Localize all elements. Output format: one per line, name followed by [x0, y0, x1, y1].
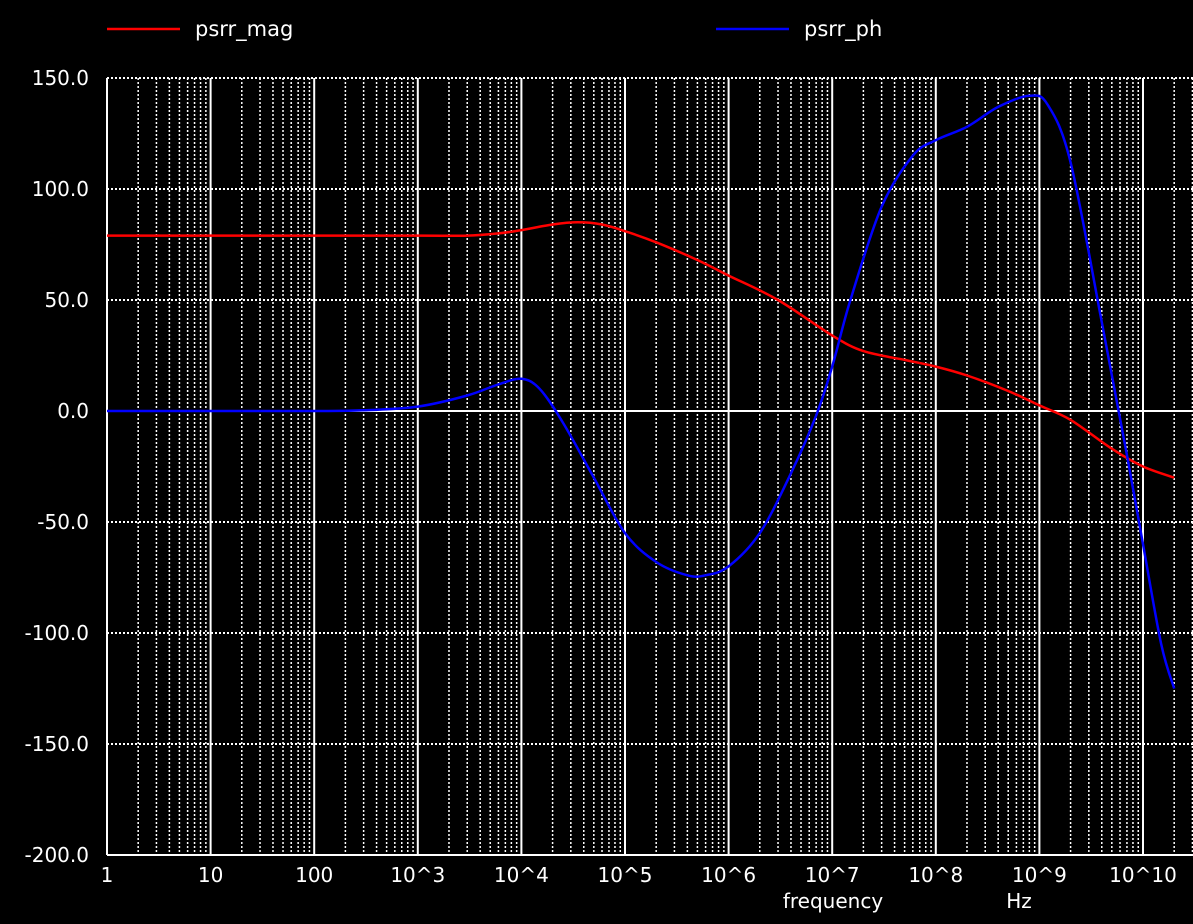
- y-tick-label: -150.0: [25, 732, 89, 756]
- x-tick-labels: 1 10 100 10^3 10^4 10^5 10^6 10^7 10^8 10^9 10^10: [101, 863, 1177, 887]
- x-tick-label: 10^6: [701, 863, 756, 887]
- y-tick-label: 50.0: [44, 288, 89, 312]
- legend-label: psrr_mag: [195, 17, 293, 42]
- series-lines: [106, 94, 1176, 689]
- grid-lines: [106, 77, 1193, 856]
- y-tick-label: 150.0: [32, 66, 89, 90]
- x-axis-unit: Hz: [1006, 889, 1032, 913]
- x-tick-label: 1: [101, 863, 114, 887]
- x-tick-label: 10: [198, 863, 223, 887]
- x-tick-label: 10^5: [598, 863, 653, 887]
- y-tick-labels: 150.0 100.0 50.0 0.0 -50.0 -100.0 -150.0 -200.0: [25, 66, 89, 867]
- x-tick-label: 10^9: [1012, 863, 1067, 887]
- legend: psrr_mag psrr_ph: [107, 17, 882, 42]
- series-psrr-ph-line: [106, 94, 1176, 689]
- series-psrr-mag-line: [107, 221, 1175, 479]
- x-tick-label: 100: [295, 863, 333, 887]
- y-tick-label: 100.0: [32, 177, 89, 201]
- y-tick-label: -50.0: [37, 510, 89, 534]
- x-axis-label: frequency: [783, 889, 883, 913]
- x-tick-label: 10^4: [494, 863, 549, 887]
- legend-label: psrr_ph: [804, 17, 882, 42]
- y-tick-label: -200.0: [25, 843, 89, 867]
- x-tick-label: 10^3: [390, 863, 445, 887]
- y-tick-label: -100.0: [25, 621, 89, 645]
- y-tick-label: 0.0: [57, 399, 89, 423]
- x-tick-label: 10^8: [908, 863, 963, 887]
- x-tick-label: 10^10: [1109, 863, 1177, 887]
- x-tick-label: 10^7: [805, 863, 860, 887]
